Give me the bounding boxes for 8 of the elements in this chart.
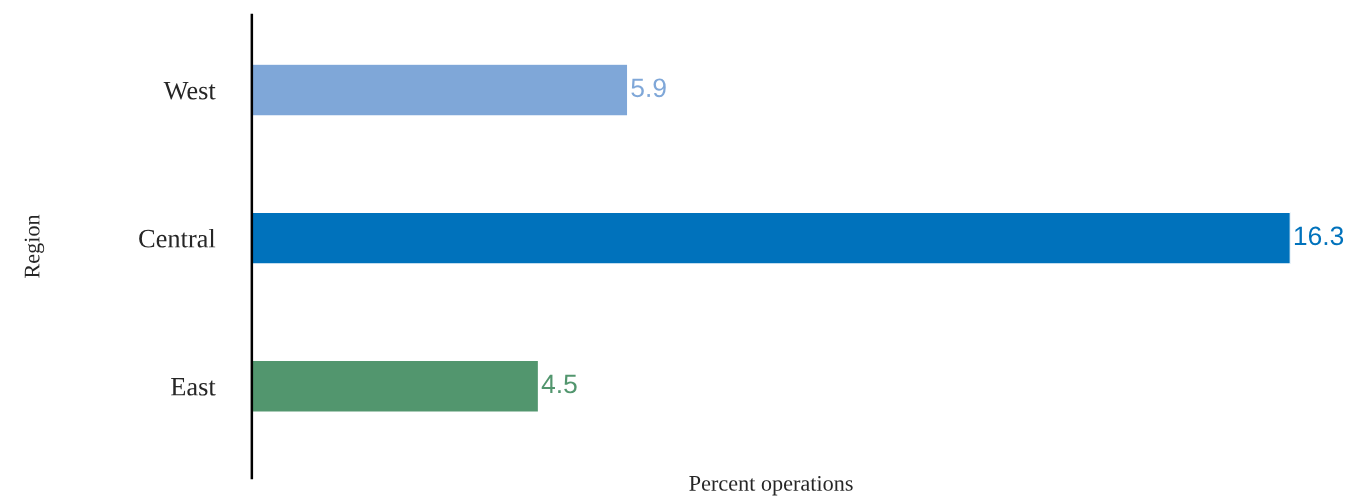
y-tick-label: East: [171, 378, 216, 396]
data-label: 4.5: [541, 374, 577, 394]
y-tick-label: West: [163, 81, 216, 100]
y-tick-label: Central: [139, 228, 216, 248]
data-label: 16.3: [1294, 226, 1344, 246]
x-axis-title: Percent operations: [689, 475, 853, 496]
data-label: 5.9: [631, 78, 666, 98]
y-axis-title: Region: [24, 214, 45, 278]
